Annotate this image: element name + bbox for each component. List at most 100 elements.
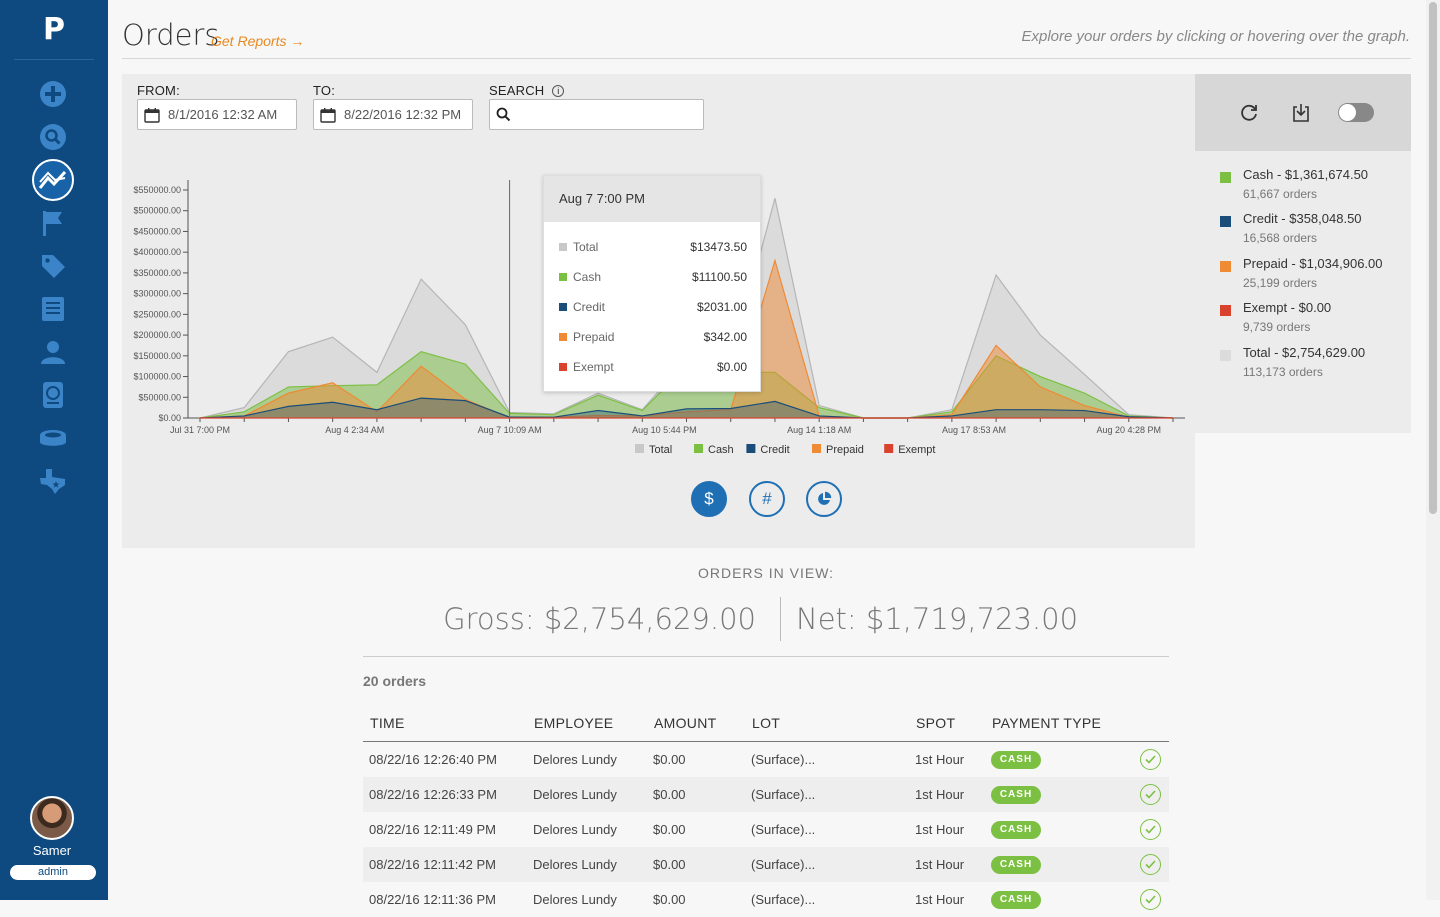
app-logo[interactable]: P [43,11,65,47]
cell-amount: $0.00 [653,822,686,837]
search-icon [40,124,66,150]
legend-swatch-credit [746,444,756,453]
line-prepaid [199,258,1174,419]
tag-icon [42,255,65,278]
column-header-lot[interactable]: LOT [752,715,781,731]
plus-circle-icon [40,81,66,107]
tooltip-row-value: $2031.00 [696,300,747,314]
cell-spot: 1st Hour [915,822,965,837]
refresh-button[interactable] [1238,102,1260,124]
breakdown-orders: 16,568 orders [1243,231,1318,245]
cell-lot: (Surface)... [751,857,816,872]
sidebar-item-venues[interactable] [32,417,74,459]
get-reports-link[interactable]: Get Reports → [211,33,305,49]
cell-employee: Delores Lundy [533,787,617,802]
chart-panel: $0.00 $50000.00 $100000.00 $150000.00 $20000… [122,151,1195,548]
column-header-employee[interactable]: EMPLOYEE [534,715,614,731]
from-date-value: 8/1/2016 12:32 AM [168,107,278,122]
sidebar-item-tags[interactable] [32,245,74,287]
table-row[interactable]: 08/22/16 12:11:42 PM Delores Lundy $0.00… [363,847,1169,882]
x-tick-label: Aug 4 2:34 AM [325,425,384,435]
refresh-icon [1241,104,1257,121]
flag-icon [43,211,62,236]
y-tick-label: $150000.00 [133,351,181,361]
download-icon [1293,104,1309,122]
breakdown-orders: 61,667 orders [1243,187,1318,201]
info-icon[interactable]: i [552,85,565,97]
toggle-knob [1339,104,1356,121]
avatar[interactable] [30,796,74,840]
tooltip-row-label: Cash [573,270,602,284]
cell-time: 08/22/16 12:11:42 PM [369,857,496,872]
search-icon [496,107,511,122]
search-label-group: SEARCH i [489,83,565,98]
y-tick-label: $200000.00 [133,330,181,340]
scrollbar-thumb[interactable] [1429,2,1437,514]
payment-type-badge: CASH [991,751,1041,769]
parking-permit-icon [43,382,63,408]
exempt-swatch [559,363,567,371]
view-toggle[interactable] [1338,103,1374,122]
breakdown-label: Prepaid - $1,034,906.00 [1243,256,1383,271]
table-row[interactable]: 08/22/16 12:11:49 PM Delores Lundy $0.00… [363,812,1169,847]
line-credit [199,397,1174,419]
pie-mode-button[interactable] [806,481,842,517]
breakdown-panel: Cash - $1,361,674.50 61,667 orders Credi… [1195,151,1411,433]
user-role-badge: admin [10,865,96,880]
tooltip-row-label: Total [573,240,599,254]
calendar-icon [144,107,160,123]
sidebar-item-search[interactable] [32,116,74,158]
sidebar-item-users[interactable] [32,331,74,373]
sidebar-item-reports[interactable] [32,288,74,330]
dollar-mode-button[interactable]: $ [691,481,727,517]
filter-bar: FROM: 8/1/2016 12:32 AM TO: 8/22/2016 12… [122,74,1195,151]
check-circle-icon[interactable] [1140,854,1161,875]
net-total: Net: $1,719,723.00 [796,602,1079,636]
to-date-value: 8/22/2016 12:32 PM [344,107,462,122]
tooltip-row-label: Exempt [573,360,614,374]
y-tick-label: $350000.00 [133,268,181,278]
cell-employee: Delores Lundy [533,752,617,767]
legend-swatch-prepaid [812,444,821,453]
check-circle-icon[interactable] [1140,819,1161,840]
column-header-time[interactable]: TIME [370,715,405,731]
trend-line-icon [38,170,67,189]
y-tick-label: $400000.00 [133,247,181,257]
prepaid-swatch [559,333,567,341]
cell-amount: $0.00 [653,787,686,802]
legend-label-total: Total [649,444,672,456]
sidebar-item-orders[interactable] [32,159,74,201]
tooltip-row-value: $342.00 [703,330,747,344]
sidebar-item-new-order[interactable] [32,73,74,115]
check-circle-icon[interactable] [1140,749,1161,770]
from-label: FROM: [137,83,180,98]
table-row[interactable]: 08/22/16 12:26:40 PM Delores Lundy $0.00… [363,742,1169,777]
count-mode-button[interactable]: # [749,481,785,517]
tooltip-row-value: $0.00 [716,360,747,374]
y-tick-label: $100000.00 [133,372,181,382]
page-scrollbar[interactable] [1426,0,1440,900]
cash-swatch [1220,172,1231,183]
area-credit [200,398,1173,418]
column-header-payment-type[interactable]: PAYMENT TYPE [992,715,1102,731]
sidebar-item-flags[interactable] [32,202,74,244]
table-row[interactable]: 08/22/16 12:26:33 PM Delores Lundy $0.00… [363,777,1169,812]
column-header-spot[interactable]: SPOT [916,715,956,731]
column-header-amount[interactable]: AMOUNT [654,715,717,731]
cell-amount: $0.00 [653,857,686,872]
search-input[interactable] [489,99,704,130]
sidebar-item-permits[interactable] [32,374,74,416]
x-tick-label: Aug 7 10:09 AM [478,425,542,435]
search-label: SEARCH [489,83,545,98]
x-tick-label: Aug 10 5:44 PM [632,425,697,435]
download-button[interactable] [1290,102,1312,124]
cell-amount: $0.00 [653,752,686,767]
y-tick-label: $250000.00 [133,309,181,319]
from-date-field[interactable]: 8/1/2016 12:32 AM [137,99,297,130]
to-date-field[interactable]: 8/22/2016 12:32 PM [313,99,473,130]
check-circle-icon[interactable] [1140,784,1161,805]
sidebar: P Samer admin [0,0,108,900]
sidebar-item-region[interactable] [32,460,74,502]
chart-controls [1195,74,1411,151]
payment-type-badge: CASH [991,821,1041,839]
